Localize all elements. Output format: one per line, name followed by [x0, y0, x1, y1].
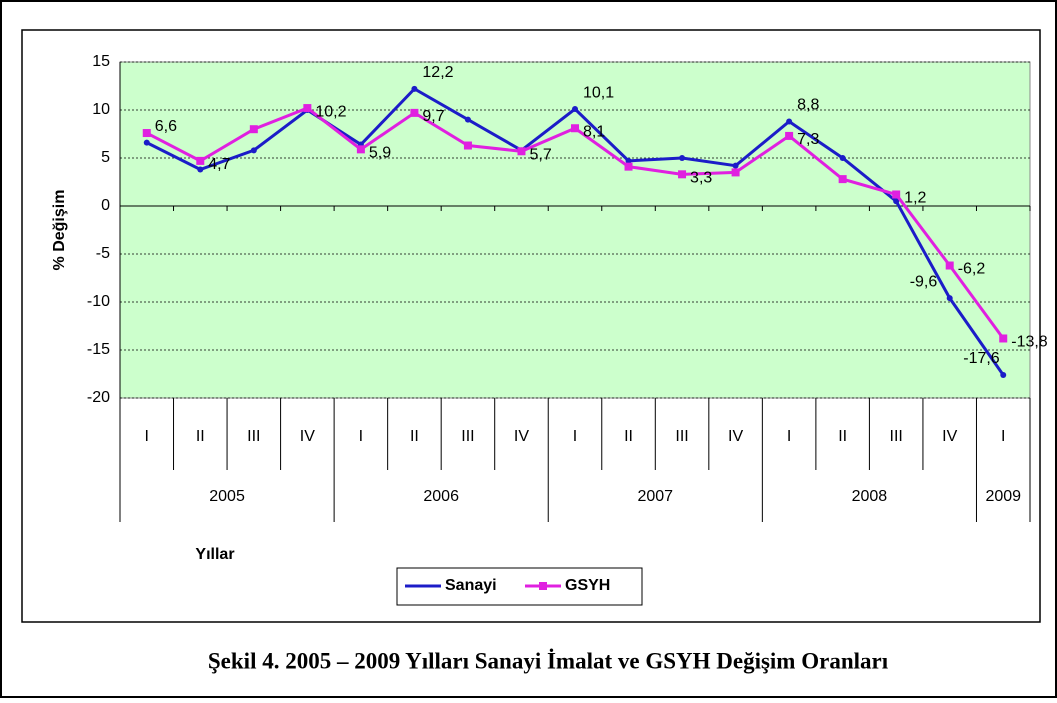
- x-tick-label: IV: [942, 428, 957, 445]
- x-tick-label: II: [410, 428, 419, 445]
- data-label: 8,8: [797, 97, 819, 114]
- point: [196, 156, 205, 165]
- point: [143, 139, 150, 146]
- x-tick-label: IV: [514, 428, 529, 445]
- point: [945, 261, 954, 270]
- data-label: -13,8: [1011, 334, 1048, 351]
- point: [732, 162, 739, 169]
- legend-marker: [539, 582, 547, 590]
- point: [1000, 371, 1007, 378]
- x-axis-label: Yıllar: [195, 546, 234, 563]
- y-tick-label: -10: [87, 293, 110, 310]
- point: [464, 116, 471, 123]
- x-tick-label: I: [787, 428, 791, 445]
- data-label: 10,1: [583, 84, 614, 101]
- x-tick-label: II: [624, 428, 633, 445]
- data-label: 10,2: [315, 103, 346, 120]
- point: [571, 124, 579, 133]
- data-label: 1,2: [904, 190, 926, 207]
- point: [249, 125, 258, 134]
- x-tick-label: III: [675, 428, 688, 445]
- point: [731, 168, 740, 177]
- data-label: 4,7: [208, 156, 230, 173]
- y-tick-label: 10: [92, 101, 110, 118]
- data-label: 6,6: [155, 118, 177, 135]
- x-tick-label: III: [247, 428, 260, 445]
- data-label: -17,6: [963, 350, 1000, 367]
- x-group-label: 2008: [852, 488, 888, 505]
- point: [625, 157, 632, 164]
- data-label: -6,2: [958, 261, 986, 278]
- x-group-label: 2007: [637, 488, 673, 505]
- x-tick-label: I: [573, 428, 577, 445]
- point: [999, 334, 1008, 343]
- x-tick-label: IV: [728, 428, 743, 445]
- point: [839, 155, 846, 161]
- data-label: 8,1: [583, 123, 605, 140]
- y-tick-label: 5: [101, 149, 110, 166]
- point: [410, 108, 419, 117]
- x-tick-label: I: [359, 428, 363, 445]
- x-group-label: 2009: [985, 488, 1021, 505]
- point: [517, 147, 526, 156]
- point: [838, 175, 847, 184]
- point: [679, 155, 686, 161]
- point: [197, 166, 204, 173]
- point: [463, 141, 472, 150]
- data-label: -9,6: [910, 273, 938, 290]
- caption: Şekil 4. 2005 – 2009 Yılları Sanayi İmal…: [208, 648, 889, 673]
- point: [786, 118, 793, 125]
- x-tick-label: I: [1001, 428, 1005, 445]
- y-tick-label: -15: [87, 341, 110, 358]
- x-tick-label: II: [838, 428, 847, 445]
- legend-label: Sanayi: [445, 577, 497, 594]
- plot-area: [119, 61, 1031, 399]
- y-tick-label: -20: [87, 389, 110, 406]
- point: [411, 85, 418, 92]
- x-group-label: 2005: [209, 488, 245, 505]
- point: [946, 295, 953, 302]
- x-tick-label: I: [145, 428, 149, 445]
- data-label: 9,7: [422, 108, 444, 125]
- point: [142, 129, 151, 138]
- y-tick-label: 0: [101, 197, 110, 214]
- point: [624, 162, 633, 171]
- point: [250, 147, 257, 154]
- data-label: 7,3: [797, 131, 819, 148]
- x-tick-label: III: [461, 428, 474, 445]
- point: [785, 131, 794, 140]
- data-label: 12,2: [422, 64, 453, 81]
- data-label: 5,9: [369, 145, 391, 162]
- y-axis-label: % Değişim: [51, 190, 68, 271]
- data-label: 5,7: [529, 146, 551, 163]
- x-group-label: 2006: [423, 488, 459, 505]
- legend-label: GSYH: [565, 577, 610, 594]
- point: [892, 190, 901, 199]
- point: [303, 104, 312, 113]
- point: [893, 198, 900, 205]
- y-tick-label: 15: [92, 53, 110, 70]
- point: [678, 170, 687, 179]
- x-tick-label: IV: [300, 428, 315, 445]
- x-tick-label: II: [196, 428, 205, 445]
- point: [356, 145, 365, 154]
- x-tick-label: III: [890, 428, 903, 445]
- point: [572, 106, 578, 113]
- y-tick-label: -5: [96, 245, 110, 262]
- data-label: 3,3: [690, 170, 712, 187]
